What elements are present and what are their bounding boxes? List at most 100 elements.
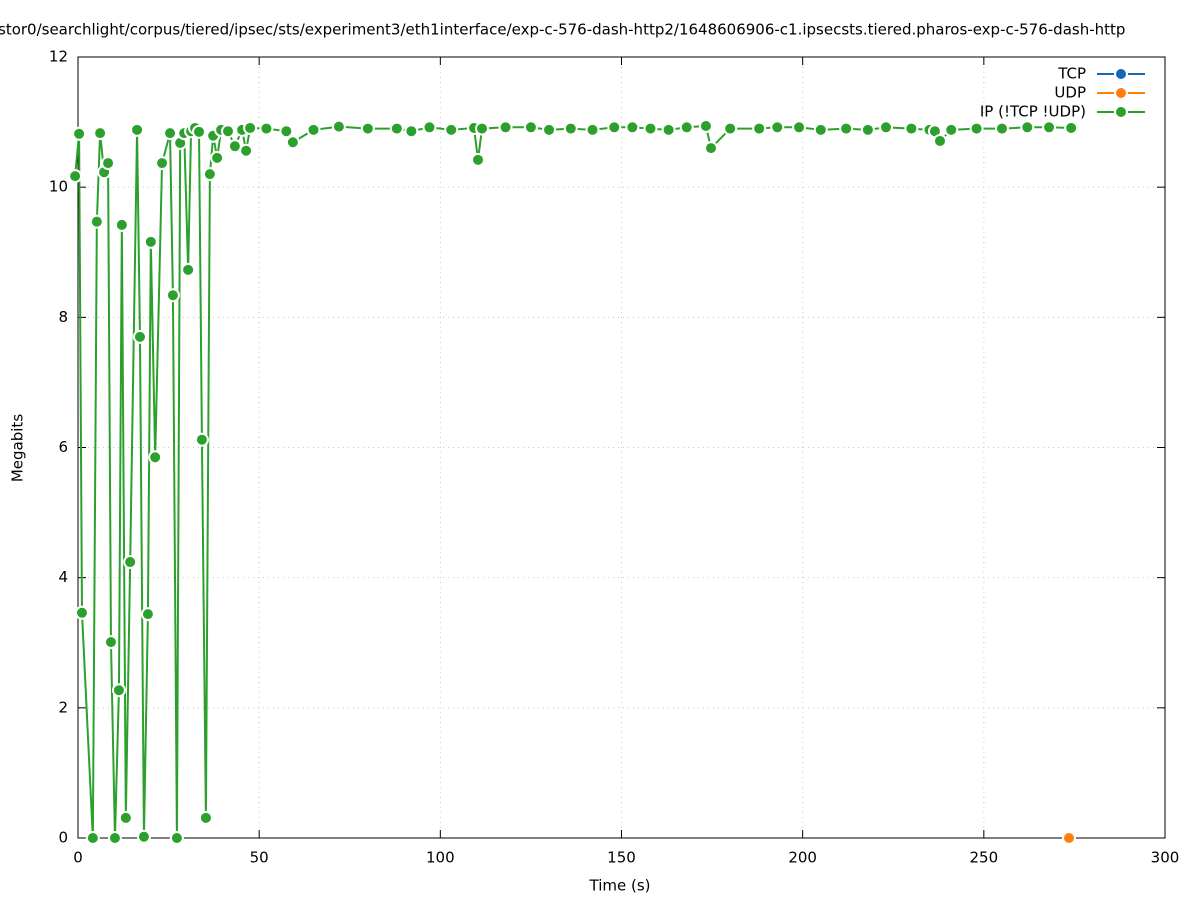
x-tick-label: 0	[73, 849, 83, 867]
y-tick-label: 0	[58, 829, 68, 847]
data-point	[389, 121, 404, 136]
data-point	[679, 120, 694, 135]
data-point	[969, 121, 984, 136]
data-point	[148, 450, 163, 465]
x-tick-label: 100	[426, 849, 455, 867]
data-point	[279, 124, 294, 139]
data-point	[1042, 120, 1057, 135]
legend-marker	[1114, 67, 1128, 81]
data-point	[932, 133, 947, 148]
data-point	[239, 143, 254, 158]
data-point	[118, 810, 133, 825]
y-tick-label: 2	[58, 698, 68, 716]
data-point	[85, 831, 100, 845]
x-axis-label: Time (s)	[589, 877, 651, 895]
data-point	[703, 141, 718, 156]
data-point	[723, 121, 738, 136]
data-point	[68, 169, 83, 184]
data-point	[181, 262, 196, 277]
x-tick-label: 200	[788, 849, 817, 867]
x-tick-label: 150	[607, 849, 636, 867]
data-point	[1020, 120, 1035, 135]
data-point	[643, 121, 658, 136]
legend-label: IP (!TCP !UDP)	[980, 103, 1086, 121]
data-point	[103, 635, 118, 650]
data-point	[163, 126, 178, 141]
y-axis-label: Megabits	[9, 414, 27, 482]
legend-marker	[1114, 86, 1128, 100]
data-point	[72, 126, 87, 141]
data-point	[444, 122, 459, 137]
data-point	[422, 120, 437, 135]
y-tick-label: 4	[58, 568, 68, 586]
legend-marker	[1114, 105, 1128, 119]
data-point	[523, 120, 538, 135]
data-point	[475, 121, 490, 136]
data-point	[107, 831, 122, 845]
data-point	[1061, 831, 1076, 845]
data-point	[74, 605, 89, 620]
data-point	[813, 122, 828, 137]
data-point	[404, 124, 419, 139]
data-point	[89, 214, 104, 229]
data-point	[169, 831, 184, 845]
data-point	[93, 126, 108, 141]
data-point	[136, 829, 151, 844]
chart-title: stor0/searchlight/corpus/tiered/ipsec/st…	[0, 21, 1125, 39]
data-point	[904, 121, 919, 136]
data-point	[194, 432, 209, 447]
plot-frame	[77, 56, 1166, 839]
data-point	[210, 150, 225, 165]
data-point	[1064, 120, 1079, 135]
data-point	[198, 810, 213, 825]
data-point	[471, 152, 486, 167]
data-point	[661, 122, 676, 137]
data-point	[111, 683, 126, 698]
data-point	[143, 234, 158, 249]
data-point	[165, 288, 180, 303]
data-point	[879, 120, 894, 135]
data-point	[563, 121, 578, 136]
x-tick-label: 300	[1151, 849, 1180, 867]
data-point	[114, 217, 129, 232]
data-point	[698, 118, 713, 133]
data-point	[607, 120, 622, 135]
y-tick-label: 10	[49, 178, 68, 196]
data-point	[792, 120, 807, 135]
data-point	[155, 156, 170, 171]
data-point	[285, 135, 300, 150]
data-point	[140, 607, 155, 622]
x-tick-label: 50	[250, 849, 269, 867]
y-tick-label: 12	[49, 48, 68, 66]
data-point	[839, 121, 854, 136]
data-point	[101, 156, 116, 171]
data-point	[994, 121, 1009, 136]
data-point	[542, 122, 557, 137]
data-point	[331, 119, 346, 134]
data-point	[306, 122, 321, 137]
data-point	[202, 167, 217, 182]
data-point	[192, 124, 207, 139]
data-point	[132, 329, 147, 344]
data-point	[770, 120, 785, 135]
y-tick-label: 8	[58, 308, 68, 326]
data-point	[259, 121, 274, 136]
x-tick-label: 250	[970, 849, 999, 867]
data-point	[860, 122, 875, 137]
data-point	[585, 122, 600, 137]
data-point	[752, 121, 767, 136]
data-point	[221, 124, 236, 139]
y-tick-label: 6	[58, 438, 68, 456]
data-point	[625, 120, 640, 135]
data-point	[360, 121, 375, 136]
legend-label: UDP	[1054, 84, 1086, 102]
data-point	[243, 120, 258, 135]
data-point	[944, 122, 959, 137]
data-point	[123, 555, 138, 570]
legend-label: TCP	[1057, 65, 1086, 83]
data-point	[227, 139, 242, 154]
data-point	[130, 122, 145, 137]
data-point	[498, 120, 513, 135]
series-line	[74, 124, 1072, 839]
